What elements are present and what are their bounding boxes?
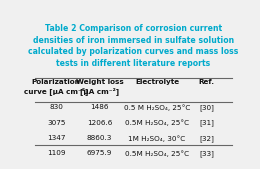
- Text: 1M H₂SO₄, 30°C: 1M H₂SO₄, 30°C: [128, 135, 186, 142]
- Text: [32]: [32]: [199, 135, 214, 142]
- Text: Table 2 Comparison of corrosion current
densities of iron immersed in sulfate so: Table 2 Comparison of corrosion current …: [28, 24, 238, 68]
- Text: 1109: 1109: [47, 150, 66, 156]
- Text: 0.5 M H₂SO₄, 25°C: 0.5 M H₂SO₄, 25°C: [124, 104, 190, 111]
- Text: 1486: 1486: [90, 104, 109, 110]
- Text: Ref.: Ref.: [198, 79, 214, 85]
- Text: Polarization
curve [μA cm⁻²]: Polarization curve [μA cm⁻²]: [24, 79, 88, 95]
- Text: 6975.9: 6975.9: [87, 150, 112, 156]
- Text: 1206.6: 1206.6: [87, 120, 112, 126]
- Text: 0.5M H₂SO₄, 25°C: 0.5M H₂SO₄, 25°C: [125, 120, 189, 126]
- Text: Electrolyte: Electrolyte: [135, 79, 179, 85]
- Text: [33]: [33]: [199, 150, 214, 157]
- Text: 8860.3: 8860.3: [87, 135, 112, 141]
- Text: [30]: [30]: [199, 104, 214, 111]
- Text: 0.5M H₂SO₄, 25°C: 0.5M H₂SO₄, 25°C: [125, 150, 189, 157]
- Text: Weight loss
[μA cm⁻²]: Weight loss [μA cm⁻²]: [76, 79, 124, 95]
- Text: 3075: 3075: [47, 120, 66, 126]
- Text: 1347: 1347: [47, 135, 66, 141]
- Text: [31]: [31]: [199, 120, 214, 126]
- Text: 830: 830: [49, 104, 63, 110]
